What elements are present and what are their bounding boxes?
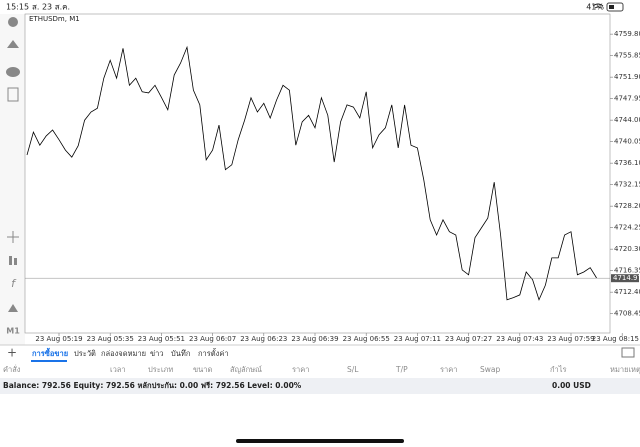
column-header: เวลา — [110, 365, 126, 374]
current-price-label: 4714.97 — [613, 274, 640, 282]
table-headers: คำสั่ง เวลา ประเภท ขนาด สัญลักษณ์ ราคา S/L T/P ร… — [3, 364, 640, 374]
candles-icon[interactable] — [14, 258, 17, 265]
y-tick-label: 4747.95 — [614, 95, 640, 103]
x-tick-label: 23 Aug 07:59 — [547, 335, 594, 343]
x-tick-label: 23 Aug 07:43 — [496, 335, 543, 343]
tab[interactable]: การซื้อขาย — [32, 347, 68, 358]
y-tick-label: 4732.15 — [614, 181, 640, 189]
y-tick-label: 4724.25 — [614, 224, 640, 232]
left-toolbar — [0, 14, 25, 345]
y-tick-label: 4728.20 — [614, 202, 640, 210]
status-time: 15:15 — [6, 3, 29, 12]
y-tick-label: 4744.00 — [614, 116, 640, 124]
column-header: สัญลักษณ์ — [230, 365, 262, 374]
tab-bar: การซื้อขาย ประวัติ กล่องจดหมาย ข่าว บันทึก กา… — [31, 347, 229, 362]
tab[interactable]: กล่องจดหมาย — [101, 349, 146, 358]
x-tick-label: 23 Aug 05:51 — [138, 335, 185, 343]
x-tick-label: 23 Aug 05:35 — [87, 335, 134, 343]
x-tick-label: 23 Aug 06:55 — [343, 335, 390, 343]
chart-title: ETHUSDm, M1 — [29, 15, 80, 23]
y-tick-label: 4751.90 — [614, 73, 640, 81]
battery-icon — [606, 2, 624, 12]
crosshair-icon[interactable] — [7, 231, 19, 243]
chat-icon[interactable] — [6, 67, 20, 77]
timeframe-button[interactable]: M1 — [6, 327, 20, 336]
column-header: ราคา — [292, 365, 309, 374]
x-tick-label: 23 Aug 06:39 — [291, 335, 338, 343]
current-price-box — [611, 274, 639, 283]
add-button[interactable]: + — [7, 346, 17, 360]
chart: ETHUSDm, M1 4759.80 4755.85 4751.90 4747.95… — [24, 13, 640, 343]
tab-underline — [31, 360, 67, 362]
total-profit: 0.00 USD — [552, 381, 591, 390]
plot-frame — [24, 13, 611, 334]
account-icon[interactable] — [8, 17, 18, 27]
tab[interactable]: การตั้งค่า — [198, 348, 229, 358]
y-tick-label: 4740.05 — [614, 138, 640, 146]
y-tick-label: 4720.30 — [614, 245, 640, 253]
x-tick-label: 23 Aug 07:11 — [394, 335, 441, 343]
indicator-icon[interactable]: f — [11, 277, 17, 290]
tab[interactable]: ประวัติ — [74, 349, 96, 358]
column-header: ขนาด — [193, 365, 212, 374]
x-tick-label: 23 Aug 06:07 — [189, 335, 236, 343]
candles-icon[interactable] — [9, 256, 12, 265]
layout-button[interactable] — [621, 347, 635, 358]
price-line — [26, 45, 597, 301]
trade-icon[interactable] — [7, 40, 19, 48]
column-header: หมายเหตุ — [610, 365, 640, 374]
column-header: Swap — [480, 365, 500, 374]
column-header: คำสั่ง — [3, 364, 21, 374]
y-tick-label: 4708.45 — [614, 310, 640, 318]
y-tick-label: 4712.40 — [614, 288, 640, 296]
status-date: ส. 23 ส.ค. — [32, 3, 70, 12]
y-tick-label: 4755.85 — [614, 52, 640, 60]
battery-level — [609, 5, 614, 9]
x-tick-label: 23 Aug 06:23 — [240, 335, 287, 343]
objects-icon[interactable] — [8, 304, 18, 312]
new-doc-icon[interactable] — [7, 87, 19, 102]
x-tick-label: 23 Aug 07:27 — [445, 335, 492, 343]
home-indicator — [236, 439, 404, 443]
column-header: กำไร — [550, 365, 567, 374]
column-header: T/P — [395, 365, 408, 374]
column-header: S/L — [347, 365, 359, 374]
tab[interactable]: ข่าว — [150, 349, 164, 358]
y-tick-label: 4736.10 — [614, 159, 640, 167]
x-tick-label: 23 Aug 05:19 — [35, 335, 82, 343]
table-header — [0, 362, 640, 377]
tab[interactable]: บันทึก — [171, 349, 190, 358]
wifi-icon — [592, 3, 604, 9]
x-tick-label: 23 Aug 08:15 — [592, 335, 639, 343]
column-header: ราคา — [440, 365, 457, 374]
column-header: ประเภท — [148, 365, 173, 374]
y-tick-label: 4716.35 — [614, 267, 640, 275]
y-tick-label: 4759.80 — [614, 30, 640, 38]
account-summary: Balance: 792.56 Equity: 792.56 หลักประกั… — [3, 381, 302, 390]
summary-row — [0, 378, 640, 394]
battery-percent: 41% — [586, 3, 604, 12]
